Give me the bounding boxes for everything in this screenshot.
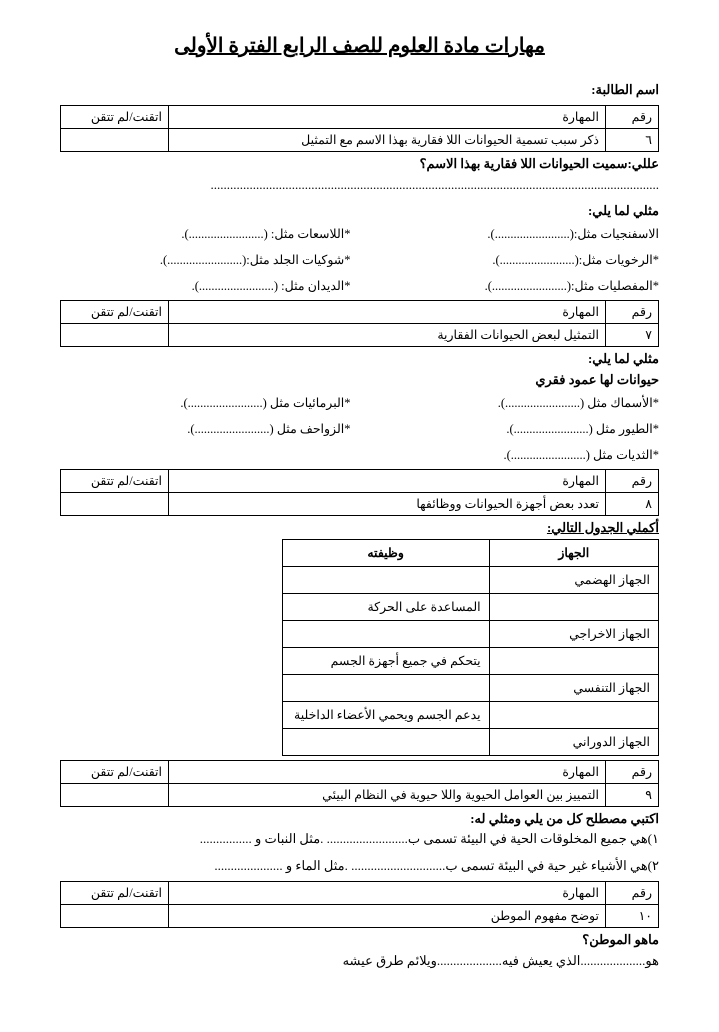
ex7-row-c: *الثديات مثل (........................).: [60, 445, 659, 465]
hdr-mast: اتقنت/لم تتقن: [61, 301, 169, 324]
hdr-skill: المهارة: [169, 105, 606, 128]
hdr-num: رقم: [606, 760, 659, 783]
ex6-row-a: الاسفنجيات مثل:(........................…: [60, 224, 659, 244]
ex7-c1[interactable]: *الثديات مثل (........................).: [369, 445, 660, 465]
table-row: الجهاز التنفسي: [282, 674, 658, 701]
hdr-mast: اتقنت/لم تتقن: [61, 105, 169, 128]
skill7-text: التمثيل لبعض الحيوانات الفقارية: [169, 324, 606, 347]
ex7-b1[interactable]: *الطيور مثل (........................).: [369, 419, 660, 439]
skill9-text: التمييز بين العوامل الحيوية واللا حيوية …: [169, 783, 606, 806]
q6-blank[interactable]: ........................................…: [60, 175, 659, 196]
ex7-a1[interactable]: *الأسماك مثل (........................).: [369, 393, 660, 413]
table-row: يتحكم في جميع أجهزة الجسم: [282, 647, 658, 674]
q9-line1[interactable]: ١)هي جميع المخلوقات الحية في البيئة تسمى…: [60, 829, 659, 850]
table-row: الجهاز الدوراني: [282, 728, 658, 755]
skill9-num: ٩: [606, 783, 659, 806]
skill10-num: ١٠: [606, 904, 659, 927]
organ-col1: الجهاز: [489, 539, 658, 566]
ex6-b2[interactable]: *شوكيات الجلد مثل:(.....................…: [60, 250, 351, 270]
skill-table-9: رقم المهارة اتقنت/لم تتقن ٩ التمييز بين …: [60, 760, 659, 807]
ex6-row-b: *الرخويات مثل:(........................)…: [60, 250, 659, 270]
organ-col2: وظيفته: [282, 539, 489, 566]
ex6-a2[interactable]: *اللاسعات مثل: (........................…: [60, 224, 351, 244]
q9-head: اكتبي مصطلح كل من يلي ومثلي له:: [60, 809, 659, 830]
q6-reason: عللي:سميت الحيوانات اللا فقارية بهذا الا…: [60, 154, 659, 175]
skill6-num: ٦: [606, 128, 659, 151]
hdr-num: رقم: [606, 301, 659, 324]
q9-line2[interactable]: ٢)هي الأشياء غير حية في البيئة تسمى ب...…: [60, 856, 659, 877]
skill6-text: ذكر سبب تسمية الحيوانات اللا فقارية بهذا…: [169, 128, 606, 151]
table-row: الجهاز الهضمي: [282, 566, 658, 593]
ex6-c2[interactable]: *الديدان مثل: (........................)…: [60, 276, 351, 296]
ex6-row-c: *المفصليات مثل:(........................…: [60, 276, 659, 296]
ex7-row-a: *الأسماك مثل (........................).…: [60, 393, 659, 413]
table-row: المساعدة على الحركة: [282, 593, 658, 620]
skill8-mast[interactable]: [61, 492, 169, 515]
q10-head: ماهو الموطن؟: [60, 930, 659, 951]
organ-table: الجهاز وظيفته الجهاز الهضمي المساعدة على…: [282, 539, 659, 756]
hdr-skill: المهارة: [169, 469, 606, 492]
q8-head: أكملي الجدول التالي:: [60, 518, 659, 539]
skill10-text: توضح مفهوم الموطن: [169, 904, 606, 927]
worksheet-page: مهارات مادة العلوم للصف الرابع الفترة ال…: [0, 0, 719, 1032]
ex7-b2[interactable]: *الزواحف مثل (........................).: [60, 419, 351, 439]
ex6-b1[interactable]: *الرخويات مثل:(........................)…: [369, 250, 660, 270]
hdr-num: رقم: [606, 469, 659, 492]
hdr-mast: اتقنت/لم تتقن: [61, 469, 169, 492]
student-name-label: اسم الطالبة:: [60, 80, 659, 101]
skill-table-8: رقم المهارة اتقنت/لم تتقن ٨ تعدد بعض أجه…: [60, 469, 659, 516]
skill7-mast[interactable]: [61, 324, 169, 347]
skill-table-7: رقم المهارة اتقنت/لم تتقن ٧ التمثيل لبعض…: [60, 300, 659, 347]
hdr-mast: اتقنت/لم تتقن: [61, 881, 169, 904]
skill8-num: ٨: [606, 492, 659, 515]
skill6-mast[interactable]: [61, 128, 169, 151]
hdr-num: رقم: [606, 881, 659, 904]
skill-table-10: رقم المهارة اتقنت/لم تتقن ١٠ توضح مفهوم …: [60, 881, 659, 928]
table-row: الجهاز الاخراجي: [282, 620, 658, 647]
q7-sub: حيوانات لها عمود فقري: [60, 370, 659, 391]
ex6-a1[interactable]: الاسفنجيات مثل:(........................…: [369, 224, 660, 244]
ex6-c1[interactable]: *المفصليات مثل:(........................…: [369, 276, 660, 296]
skill10-mast[interactable]: [61, 904, 169, 927]
skill8-text: تعدد بعض أجهزة الحيوانات ووظائفها: [169, 492, 606, 515]
ex7-row-b: *الطيور مثل (........................). …: [60, 419, 659, 439]
hdr-skill: المهارة: [169, 301, 606, 324]
page-title: مهارات مادة العلوم للصف الرابع الفترة ال…: [60, 30, 659, 62]
hdr-skill: المهارة: [169, 881, 606, 904]
ex7-a2[interactable]: *البرمائيات مثل (.......................…: [60, 393, 351, 413]
hdr-skill: المهارة: [169, 760, 606, 783]
skill9-mast[interactable]: [61, 783, 169, 806]
q10-line[interactable]: هو....................الذي يعيش فيه.....…: [60, 951, 659, 972]
q6-examples-head: مثلي لما يلي:: [60, 201, 659, 222]
hdr-mast: اتقنت/لم تتقن: [61, 760, 169, 783]
table-row: يدعم الجسم ويحمي الأعضاء الداخلية: [282, 701, 658, 728]
skill7-num: ٧: [606, 324, 659, 347]
q7-head: مثلي لما يلي:: [60, 349, 659, 370]
hdr-num: رقم: [606, 105, 659, 128]
skill-table-6: رقم المهارة اتقنت/لم تتقن ٦ ذكر سبب تسمي…: [60, 105, 659, 152]
